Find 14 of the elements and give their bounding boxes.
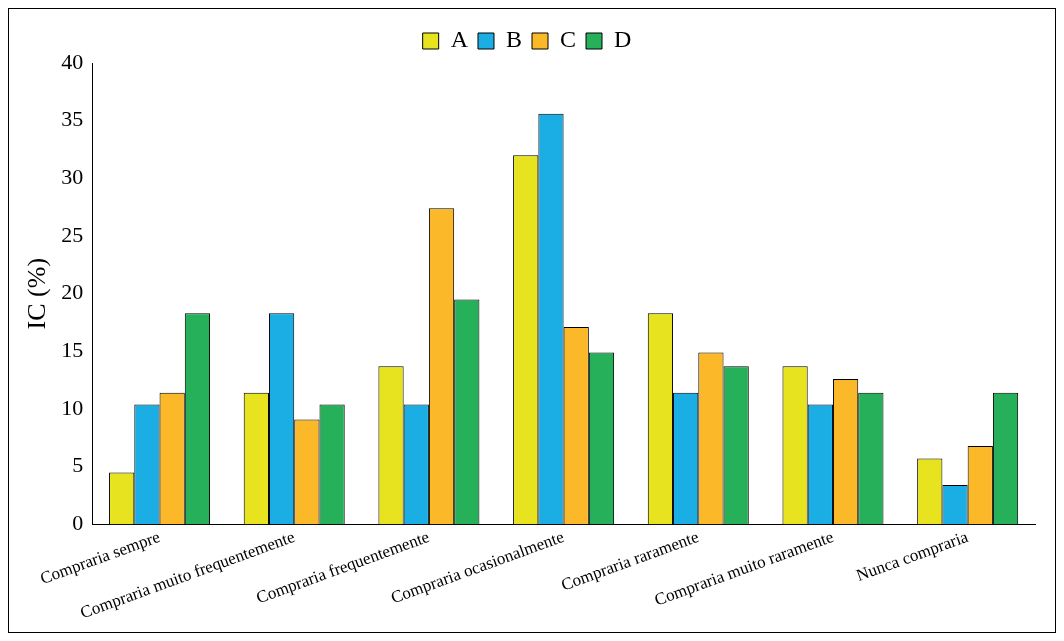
y-tick-label: 0 — [72, 510, 84, 536]
legend-label: B — [505, 26, 523, 53]
y-tick-label: 5 — [72, 452, 84, 478]
y-tick-label: 15 — [61, 337, 84, 363]
y-axis-title: IC (%) — [22, 257, 52, 330]
y-tick-label: 40 — [61, 48, 84, 74]
legend-label: C — [560, 26, 577, 53]
y-tick-label: 25 — [61, 221, 84, 247]
y-tick-label: 30 — [61, 164, 84, 190]
legend-label: A — [450, 26, 469, 53]
y-tick-label: 35 — [61, 106, 84, 132]
legend-label: D — [614, 26, 632, 53]
y-tick-label: 10 — [61, 394, 84, 420]
y-tick-label: 20 — [61, 279, 84, 305]
